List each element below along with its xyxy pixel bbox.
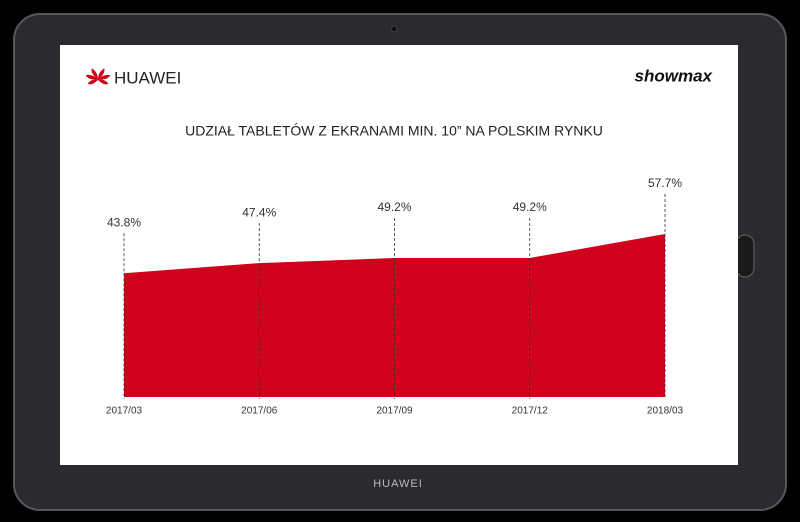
value-label: 57.7% xyxy=(648,176,682,190)
huawei-logo xyxy=(85,68,111,85)
chart-title: UDZIAŁ TABLETÓW Z EKRANAMI MIN. 10” NA P… xyxy=(185,123,603,139)
home-button[interactable] xyxy=(735,234,755,278)
camera xyxy=(390,25,398,33)
brand-left: HUAWEI xyxy=(114,68,181,87)
value-label: 49.2% xyxy=(377,200,411,214)
value-label: 49.2% xyxy=(513,200,547,214)
value-label: 47.4% xyxy=(242,205,276,219)
x-tick-label: 2017/06 xyxy=(241,406,278,417)
x-tick-label: 2018/03 xyxy=(647,406,684,417)
plot: 43.8% 2017/03 47.4% 2017/06 49.2% 2017/09 49.2… xyxy=(106,176,684,416)
brand-right: showmax xyxy=(635,66,714,85)
x-tick-label: 2017/09 xyxy=(376,406,413,417)
device-brand: HUAWEI xyxy=(373,478,423,490)
value-label: 43.8% xyxy=(107,215,141,229)
x-tick-label: 2017/12 xyxy=(512,406,549,417)
x-tick-label: 2017/03 xyxy=(106,406,143,417)
